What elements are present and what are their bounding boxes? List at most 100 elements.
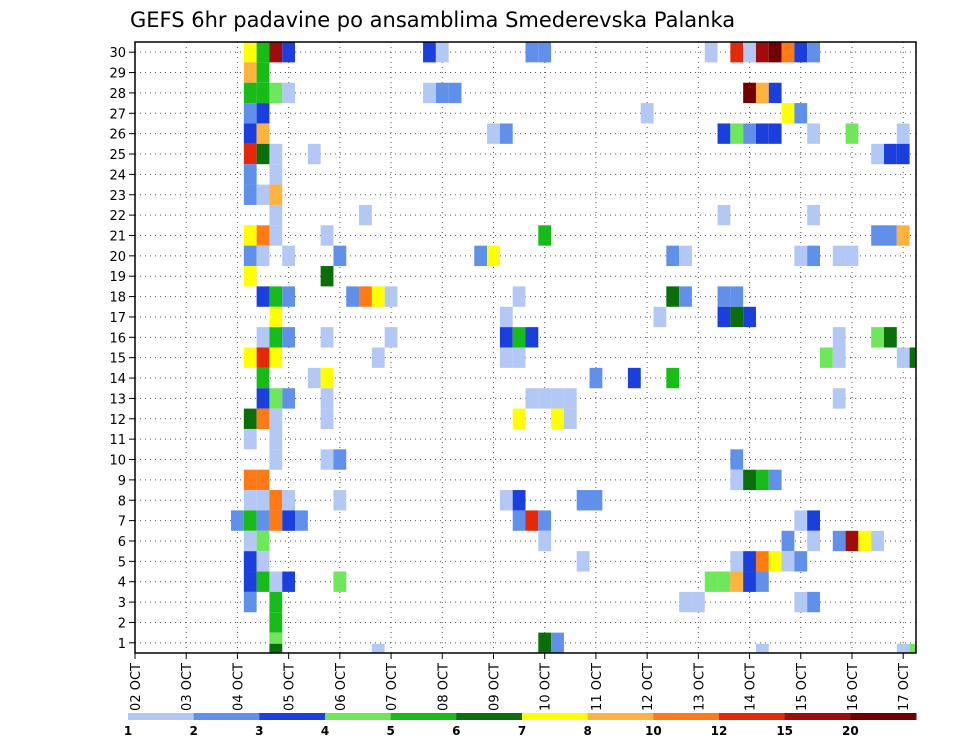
heatmap-cell	[627, 367, 641, 389]
heatmap-cell	[269, 42, 283, 63]
heatmap-cell	[704, 571, 718, 592]
colorbar-swatch	[784, 713, 851, 720]
heatmap-cell	[499, 123, 513, 144]
heatmap-cell	[243, 184, 257, 205]
heatmap-cell	[499, 347, 513, 368]
heatmap-cell	[794, 510, 808, 531]
colorbar-label: 12	[711, 724, 728, 738]
heatmap-cell	[576, 551, 590, 572]
heatmap-cell	[243, 510, 257, 531]
heatmap-cell	[871, 143, 884, 165]
heatmap-cell	[256, 82, 270, 104]
x-tick-label: 12 OCT	[641, 663, 656, 711]
heatmap-cell	[256, 530, 270, 552]
heatmap-cell	[307, 143, 321, 165]
heatmap-cell	[768, 551, 782, 572]
y-tick-label: 4	[118, 576, 126, 591]
heatmap-cell	[896, 347, 910, 368]
heatmap-cell	[269, 184, 283, 205]
heatmap-cell	[909, 347, 916, 368]
heatmap-cell	[269, 347, 283, 368]
heatmap-cell	[384, 327, 398, 348]
heatmap-cell	[704, 42, 718, 63]
heatmap-cell	[256, 551, 270, 572]
heatmap-cell	[282, 510, 296, 531]
colorbar-swatch	[653, 713, 720, 720]
heatmap-cell	[320, 266, 334, 287]
heatmap-cell	[256, 367, 270, 389]
heatmap-cell	[666, 245, 680, 267]
heatmap-cell	[551, 632, 564, 653]
heatmap-cell	[832, 245, 846, 267]
x-tick-label: 13 OCT	[692, 663, 707, 711]
heatmap-cell	[717, 306, 731, 328]
colorbar-label: 15	[776, 724, 793, 738]
heatmap-cell	[640, 103, 654, 124]
heatmap-cell	[269, 490, 283, 511]
x-tick-label: 10 OCT	[539, 663, 554, 711]
heatmap-cell	[282, 327, 296, 348]
chart-title: GEFS 6hr padavine po ansamblima Smederev…	[130, 8, 735, 32]
colorbar-label: 5	[386, 724, 394, 738]
plot-frame	[134, 41, 917, 654]
y-axis: 1234567891011121314151617181920212223242…	[109, 46, 135, 652]
heatmap-cell	[525, 327, 539, 348]
heatmap-cell	[832, 388, 846, 409]
heatmap-cell	[794, 103, 808, 124]
heatmap-cell	[781, 551, 795, 572]
x-tick-label: 08 OCT	[436, 663, 451, 711]
heatmap-cell	[243, 530, 257, 552]
heatmap-cell	[538, 510, 552, 531]
colorbar-label: 1	[124, 724, 132, 738]
heatmap-cell	[883, 143, 897, 165]
heatmap-cell	[768, 123, 782, 144]
heatmap-cell	[269, 428, 283, 450]
colorbar-swatch	[193, 713, 260, 720]
heatmap-cell	[269, 510, 283, 531]
heatmap-cell	[512, 347, 526, 368]
heatmap-cell	[563, 408, 577, 429]
heatmap-cell	[243, 225, 257, 246]
heatmap-cell	[551, 408, 564, 429]
heatmap-cell	[256, 571, 270, 592]
colorbar-label: 3	[255, 724, 263, 738]
x-tick-label: 11 OCT	[590, 663, 605, 711]
heatmap-cell	[653, 306, 667, 328]
y-tick-label: 5	[118, 555, 126, 570]
y-tick-label: 19	[109, 270, 126, 285]
heatmap-cell	[269, 408, 283, 429]
heatmap-cell	[282, 571, 296, 592]
x-tick-label: 06 OCT	[334, 663, 349, 711]
colorbar-swatch	[719, 713, 786, 720]
y-tick-label: 13	[109, 392, 126, 407]
heatmap-cell	[755, 571, 769, 592]
x-tick-label: 09 OCT	[487, 663, 502, 711]
heatmap-cell	[423, 42, 436, 63]
heatmap-cell	[743, 469, 756, 491]
heatmap-cell	[256, 42, 270, 63]
heatmap-cell	[794, 591, 808, 613]
heatmap-cell	[538, 530, 552, 552]
heatmap-cell	[320, 225, 334, 246]
heatmap-cell	[359, 204, 372, 226]
heatmap-cell	[243, 551, 257, 572]
heatmap-cell	[269, 449, 283, 470]
colorbar-swatch	[390, 713, 457, 720]
y-tick-label: 16	[109, 331, 126, 346]
heatmap-cell	[333, 245, 347, 267]
heatmap-cell	[781, 103, 795, 124]
colorbar-label: 2	[189, 724, 197, 738]
heatmap-cell	[589, 367, 603, 389]
heatmap-cell	[320, 367, 334, 389]
heatmap-cell	[307, 367, 321, 389]
heatmap-cell	[781, 42, 795, 63]
heatmap-cell	[487, 123, 500, 144]
heatmap-cell	[243, 571, 257, 592]
heatmap-cell	[269, 82, 283, 104]
heatmap-cell	[730, 286, 744, 307]
heatmap-cell	[243, 143, 257, 165]
heatmap-cell	[807, 123, 820, 144]
heatmap-cell	[768, 42, 782, 63]
heatmap-cell	[679, 245, 692, 267]
